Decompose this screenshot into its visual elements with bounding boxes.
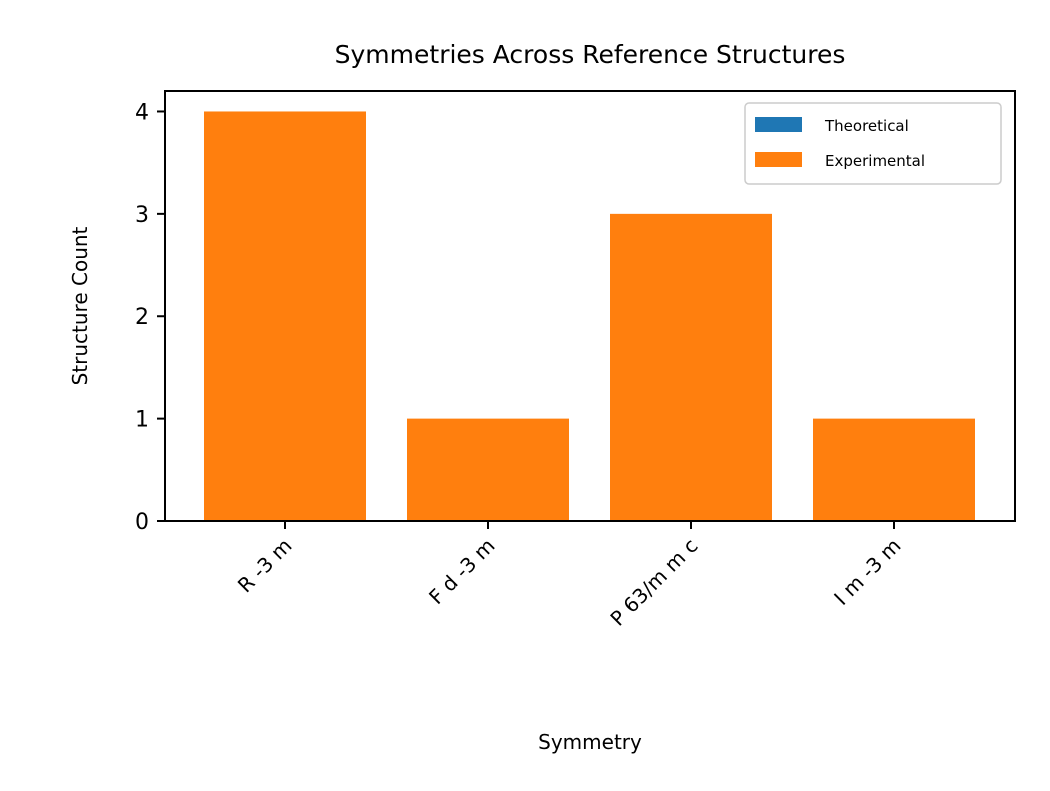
y-axis-label: Structure Count [68, 226, 92, 385]
y-tick-label: 4 [135, 100, 149, 125]
y-tick-label: 0 [135, 510, 149, 535]
x-axis-label: Symmetry [538, 730, 642, 754]
y-tick-label: 1 [135, 408, 149, 433]
bars-layer [204, 111, 975, 521]
y-tick-label: 2 [135, 305, 149, 330]
legend-swatch-theoretical [755, 117, 802, 132]
bar-experimental-p-63-m-m-c [610, 213, 772, 521]
bar-experimental-f-d-3-m [407, 418, 569, 521]
bar-experimental-r-3-m [204, 111, 366, 521]
y-axis: 0 1 2 3 4 [135, 100, 165, 535]
legend-box [744, 102, 1002, 185]
legend-label-theoretical: Theoretical [824, 117, 909, 135]
y-tick-label: 3 [135, 203, 149, 228]
legend: Theoretical Experimental [744, 102, 1002, 185]
legend-label-experimental: Experimental [825, 152, 925, 170]
bar-experimental-i-m-3-m [813, 418, 975, 521]
plot-frame [164, 90, 1016, 522]
legend-swatch-experimental [755, 152, 802, 167]
chart-title: Symmetries Across Reference Structures [335, 40, 846, 69]
